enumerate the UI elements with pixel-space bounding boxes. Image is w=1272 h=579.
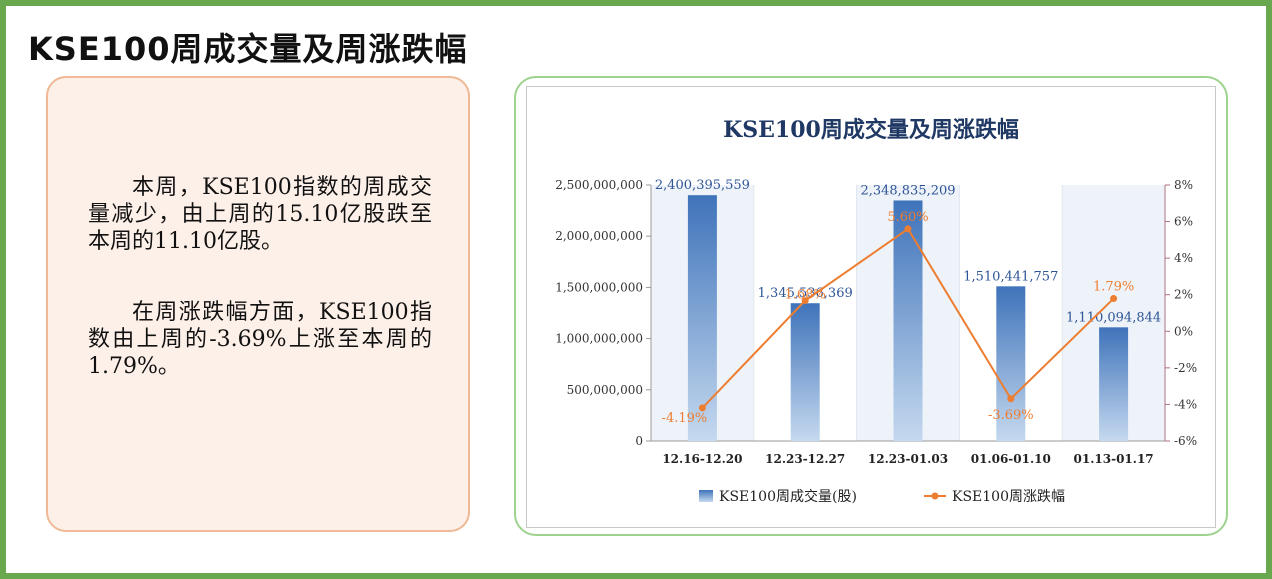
legend-change-label: KSE100周涨跌幅: [952, 489, 1065, 505]
volume-data-label: 2,400,395,559: [655, 178, 750, 193]
right-axis-tick-label: -2%: [1174, 361, 1197, 375]
left-axis-tick-label: 500,000,000: [567, 383, 643, 397]
change-data-label: 5.60%: [887, 210, 928, 225]
x-axis-tick-label: 12.23-01.03: [868, 452, 948, 466]
change-data-label: 1.68%: [785, 288, 826, 303]
volume-bar: [893, 200, 923, 441]
change-data-label: -3.69%: [988, 408, 1034, 423]
change-point: [1007, 395, 1015, 403]
right-axis-tick-label: 4%: [1174, 251, 1193, 265]
left-axis-tick-label: 1,500,000,000: [555, 280, 643, 294]
left-axis-tick-label: 1,000,000,000: [555, 332, 643, 346]
right-axis-tick-label: 8%: [1174, 178, 1193, 192]
summary-panel: 本周，KSE100指数的周成交量减少，由上周的15.10亿股跌至本周的11.10…: [46, 76, 470, 532]
left-axis-tick-label: 0: [635, 434, 643, 448]
x-axis-tick-label: 01.06-01.10: [971, 452, 1051, 466]
change-point: [904, 225, 912, 233]
volume-data-label: 2,348,835,209: [860, 183, 955, 198]
x-axis-tick-label: 12.16-12.20: [662, 452, 742, 466]
volume-data-label: 1,110,094,844: [1066, 310, 1161, 325]
chart-frame: KSE100周成交量及周涨跌幅 0 500,000,000 1,000,000,00…: [526, 86, 1216, 528]
chart-title: KSE100周成交量及周涨跌幅: [723, 117, 1019, 143]
volume-bar: [790, 303, 820, 441]
legend-volume-swatch: [699, 490, 713, 502]
right-axis-tick-label: -6%: [1174, 434, 1197, 448]
summary-paragraph-change: 在周涨跌幅方面，KSE100指数由上周的-3.69%上涨至本周的1.79%。: [88, 300, 432, 379]
change-point: [801, 297, 809, 305]
change-point: [1110, 295, 1118, 303]
change-point: [698, 404, 706, 412]
chart-panel: KSE100周成交量及周涨跌幅 0 500,000,000 1,000,000,00…: [514, 76, 1228, 536]
right-axis-tick-label: 2%: [1174, 288, 1193, 302]
summary-paragraph-volume: 本周，KSE100指数的周成交量减少，由上周的15.10亿股跌至本周的11.10…: [88, 175, 432, 254]
page-title: KSE100周成交量及周涨跌幅: [28, 30, 468, 68]
volume-bar: [1099, 327, 1129, 441]
volume-bar: [996, 286, 1026, 441]
right-axis-tick-label: 0%: [1174, 324, 1193, 338]
right-axis-tick-label: -4%: [1174, 397, 1197, 411]
volume-bar: [687, 195, 717, 441]
x-axis-tick-label: 01.13-01.17: [1074, 452, 1154, 466]
legend-volume-label: KSE100周成交量(股): [719, 488, 857, 505]
left-axis-tick-label: 2,000,000,000: [555, 229, 643, 243]
volume-data-label: 1,510,441,757: [963, 269, 1058, 284]
change-data-label: 1.79%: [1093, 280, 1134, 295]
change-data-label: -4.19%: [662, 411, 708, 426]
left-axis-tick-label: 2,500,000,000: [555, 178, 643, 192]
combo-chart: KSE100周成交量及周涨跌幅 0 500,000,000 1,000,000,00…: [555, 117, 1197, 505]
x-axis-tick-label: 12.23-12.27: [765, 452, 845, 466]
volume-data-label: 1,345,536,369: [758, 286, 853, 301]
legend-change-swatch-marker: [931, 492, 939, 500]
right-axis-tick-label: 6%: [1174, 215, 1193, 229]
